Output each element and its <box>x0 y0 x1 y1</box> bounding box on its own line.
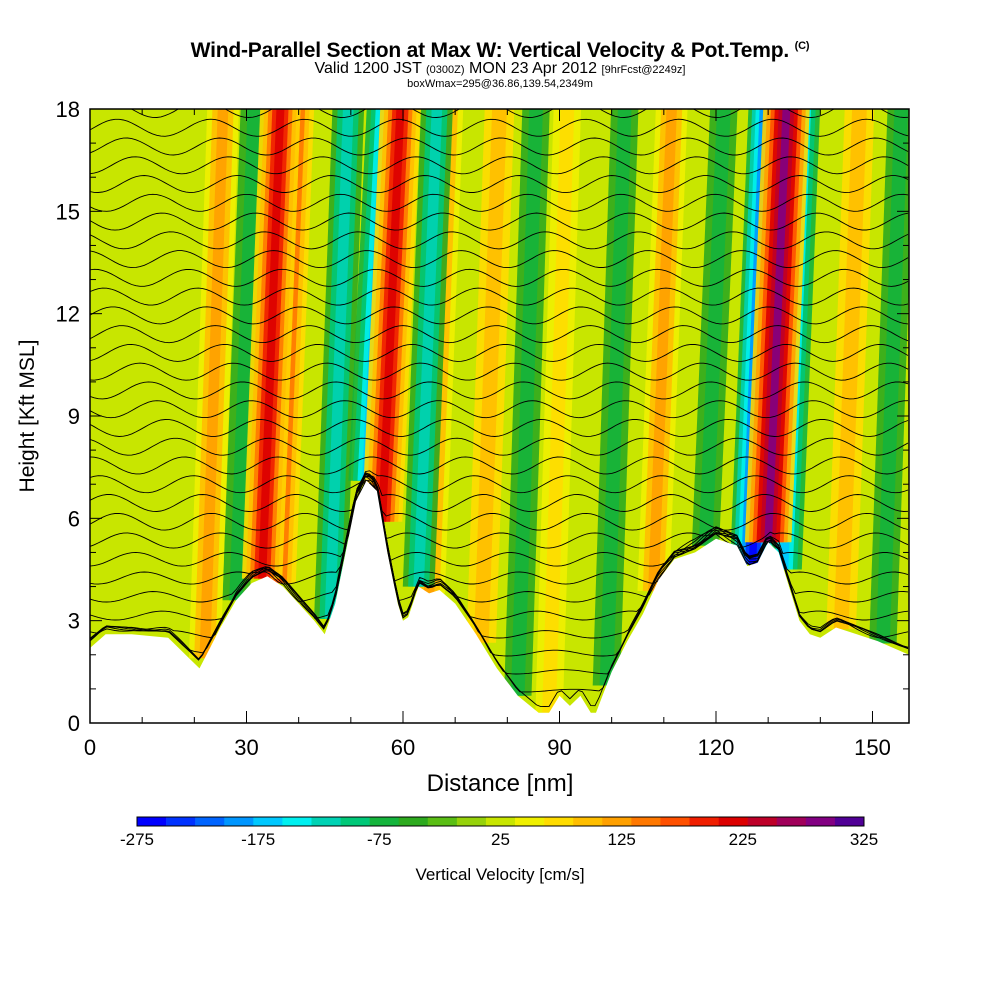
updraft-band <box>378 109 405 522</box>
colorbar-swatch <box>398 817 429 826</box>
colorbar-label: Vertical Velocity [cm/s] <box>415 865 584 884</box>
colorbar-swatch <box>195 817 225 826</box>
isentrope-line <box>90 137 909 156</box>
y-tick-label: 0 <box>68 711 80 736</box>
colorbar-swatch <box>137 817 167 826</box>
colorbar-swatch <box>805 817 836 826</box>
downdraft-band <box>413 109 443 587</box>
colorbar-tick-label: 125 <box>608 830 636 849</box>
isentrope-line <box>90 212 909 231</box>
copyright-mark: (C) <box>794 40 810 52</box>
updraft-band <box>199 109 229 659</box>
isentropes <box>90 82 909 708</box>
x-tick-label: 30 <box>234 735 258 760</box>
x-tick-label: 90 <box>547 735 571 760</box>
colorbar-tick-label: -75 <box>367 830 392 849</box>
colorbar-swatch <box>485 817 516 826</box>
y-tick-label: 12 <box>56 302 80 327</box>
downdraft-band <box>510 109 543 696</box>
colorbar-swatch <box>718 817 748 826</box>
isentrope-line <box>90 287 909 306</box>
x-tick-label: 60 <box>391 735 415 760</box>
isentrope-line <box>90 475 909 603</box>
isentrope-line <box>90 418 909 437</box>
y-tick-label: 15 <box>56 199 80 224</box>
colorbar-tick-label: -175 <box>241 830 275 849</box>
downdraft-band <box>599 109 632 686</box>
isentrope-line <box>90 175 909 194</box>
isentrope-line <box>90 482 909 549</box>
isentrope-line <box>90 400 909 419</box>
y-tick-label: 18 <box>56 97 80 122</box>
colorbar-swatch <box>747 817 778 826</box>
downdraft-band <box>876 109 908 644</box>
colorbar-swatch <box>224 817 254 826</box>
axes: 0 30 60 90 120 150 0 3 6 9 12 15 18 <box>56 97 909 760</box>
downdraft-band <box>229 109 262 601</box>
isentrope-line <box>90 474 909 512</box>
isentrope-line <box>90 381 909 400</box>
isentrope-line <box>90 306 909 325</box>
colorbar-swatch <box>340 817 370 826</box>
isentrope-line <box>90 118 909 137</box>
colorbar: -275 -175 -75 25 125 225 325 <box>120 816 878 849</box>
colorbar-swatch <box>253 817 283 826</box>
x-axis-label: Distance [nm] <box>427 770 574 797</box>
isentrope-line <box>90 479 909 585</box>
colorbar-swatch <box>166 817 196 826</box>
y-tick-label: 6 <box>68 506 80 531</box>
x-tick-label: 120 <box>698 735 735 760</box>
isentrope-line <box>90 231 909 250</box>
colorbar-swatch <box>631 817 661 826</box>
chart-title: Wind-Parallel Section at Max W: Vertical… <box>190 39 810 62</box>
colorbar-tick-label: -275 <box>120 830 154 849</box>
isentrope-line <box>90 250 909 269</box>
x-tick-label: 0 <box>84 735 96 760</box>
colorbar-swatch <box>573 817 603 826</box>
colorbar-swatch <box>689 817 719 826</box>
isentrope-line <box>90 472 909 639</box>
colorbar-swatch <box>602 817 632 826</box>
isentrope-line <box>90 362 909 381</box>
colorbar-swatch <box>311 817 341 826</box>
box-info: boxWmax=295@36.86,139.54,2349m <box>407 78 593 90</box>
isentrope-line <box>90 325 909 344</box>
isentrope-line <box>90 193 909 212</box>
colorbar-swatch <box>282 817 312 826</box>
colorbar-swatch <box>660 817 690 826</box>
isentrope-line <box>90 482 909 567</box>
y-tick-label: 3 <box>68 609 80 634</box>
colorbar-swatch <box>515 817 545 826</box>
isentrope-line <box>90 437 909 456</box>
colorbar-swatch <box>776 817 807 826</box>
isentrope-line <box>90 470 909 494</box>
updraft-band <box>473 109 507 643</box>
isentrope-line <box>90 82 908 99</box>
plot-area <box>90 82 909 723</box>
x-tick-label: 150 <box>854 735 891 760</box>
isentrope-line <box>90 479 909 531</box>
colorbar-tick-label: 225 <box>729 830 757 849</box>
isentrope-line <box>90 343 909 362</box>
y-tick-label: 9 <box>68 404 80 429</box>
colorbar-swatch <box>369 817 400 826</box>
valid-time: Valid 1200 JST (0300Z) MON 23 Apr 2012 [… <box>314 60 686 77</box>
isentrope-line <box>90 268 909 287</box>
downdraft-band <box>324 109 354 619</box>
terrain <box>90 480 909 723</box>
colorbar-swatch <box>834 817 865 826</box>
colorbar-frame <box>136 816 865 827</box>
downdraft-band <box>698 109 731 546</box>
updraft-band <box>258 109 285 579</box>
colorbar-swatch <box>427 817 458 826</box>
colorbar-tick-label: 25 <box>491 830 510 849</box>
colorbar-swatch <box>544 817 574 826</box>
isentrope-line <box>90 156 909 175</box>
y-axis-label: Height [Kft MSL] <box>16 340 39 493</box>
isentrope-line <box>90 456 909 475</box>
colorbar-swatch <box>456 817 487 826</box>
colorbar-tick-label: 325 <box>850 830 878 849</box>
